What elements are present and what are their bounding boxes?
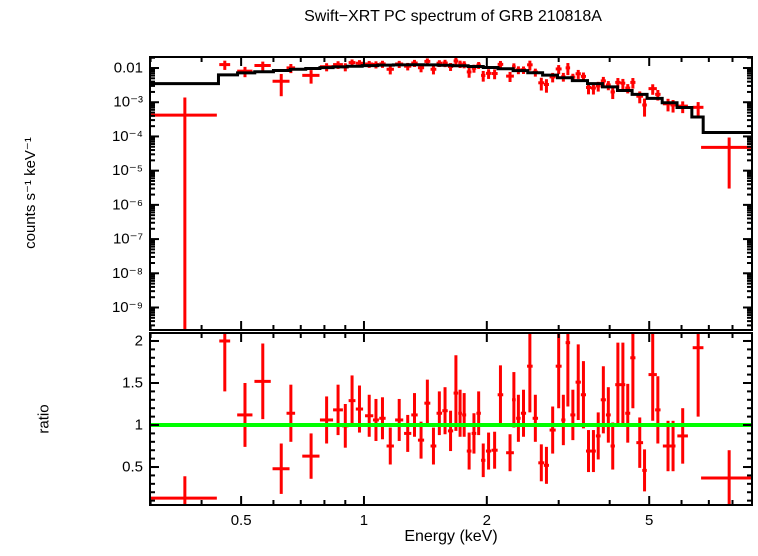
tick-labels: 0.5 1 2 5 0.01 10⁻³ 10⁻⁴ 10⁻⁵ 10⁻⁶ 10⁻⁷ 10⁻⁸ 10⁻⁹ 0.… bbox=[112, 60, 653, 529]
y-tick-label: 1 bbox=[135, 417, 143, 434]
top-panel-frame bbox=[149, 56, 753, 331]
ratio-data-points bbox=[150, 334, 752, 504]
y-tick-label: 0.01 bbox=[114, 60, 143, 77]
axis-ticks bbox=[149, 56, 752, 505]
y-tick-label: 10⁻⁵ bbox=[112, 162, 143, 179]
y-tick-label: 2 bbox=[135, 332, 143, 349]
x-axis-label: Energy (keV) bbox=[404, 528, 498, 545]
y-tick-label: 10⁻⁶ bbox=[112, 196, 143, 213]
x-tick-label: 5 bbox=[645, 512, 653, 529]
y-tick-label: 0.5 bbox=[122, 459, 143, 476]
x-tick-label: 1 bbox=[360, 512, 368, 529]
y-tick-label: 10⁻⁸ bbox=[112, 265, 143, 282]
y-tick-label: 1.5 bbox=[122, 374, 143, 391]
y-tick-label: 10⁻³ bbox=[113, 94, 143, 111]
chart-title: Swift−XRT PC spectrum of GRB 210818A bbox=[304, 8, 602, 25]
panel-frames bbox=[149, 56, 753, 506]
y-tick-label: 10⁻⁷ bbox=[113, 231, 143, 248]
model-line bbox=[150, 63, 752, 135]
bottom-panel-frame bbox=[149, 332, 753, 506]
y-tick-label: 10⁻⁴ bbox=[112, 128, 143, 145]
x-tick-label: 2 bbox=[483, 512, 491, 529]
y-tick-label: 10⁻⁹ bbox=[112, 299, 143, 316]
x-tick-label: 0.5 bbox=[231, 512, 252, 529]
